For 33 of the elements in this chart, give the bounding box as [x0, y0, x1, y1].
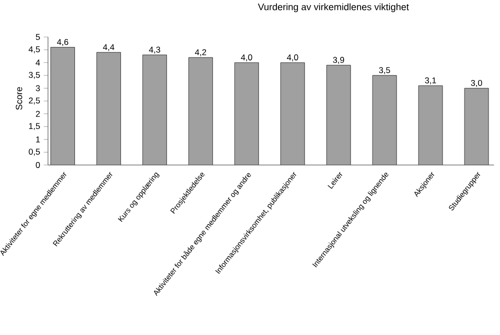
y-tick-label: 0,5 [28, 148, 40, 156]
y-tick-label: 0 [36, 162, 40, 168]
bar [142, 54, 167, 165]
data-label: 4,2 [194, 49, 206, 56]
bar [96, 52, 121, 165]
y-tick-label: 2 [36, 110, 40, 117]
data-label: 3,5 [379, 67, 390, 74]
y-tick-label: 3,5 [28, 72, 40, 79]
bar [418, 85, 443, 165]
bar [326, 64, 351, 165]
bar [280, 62, 305, 165]
y-tick-label: 4 [36, 60, 40, 66]
data-label: 4,0 [286, 54, 298, 62]
bar [464, 88, 489, 165]
data-label: 3,9 [333, 56, 344, 64]
y-tick-label: 4,5 [28, 46, 40, 54]
data-label: 3,1 [424, 77, 436, 84]
data-label: 3,0 [470, 80, 482, 87]
y-tick-label: 3 [36, 85, 40, 92]
bar [50, 46, 75, 165]
bar [188, 57, 213, 165]
bar [234, 62, 259, 165]
data-label: 4,0 [240, 54, 252, 62]
y-tick-label: 1 [36, 136, 40, 142]
bar [372, 75, 397, 165]
chart-title: Vurdering av virkemidlenes viktighet [258, 3, 409, 12]
y-tick-label: 2,5 [28, 98, 40, 104]
data-label: 4,3 [148, 46, 160, 54]
data-label: 4,4 [102, 44, 114, 52]
y-tick-label: 5 [36, 34, 40, 40]
y-axis-title: Score [16, 87, 22, 110]
y-tick-label: 1,5 [29, 123, 40, 130]
data-label: 4,6 [57, 39, 68, 46]
